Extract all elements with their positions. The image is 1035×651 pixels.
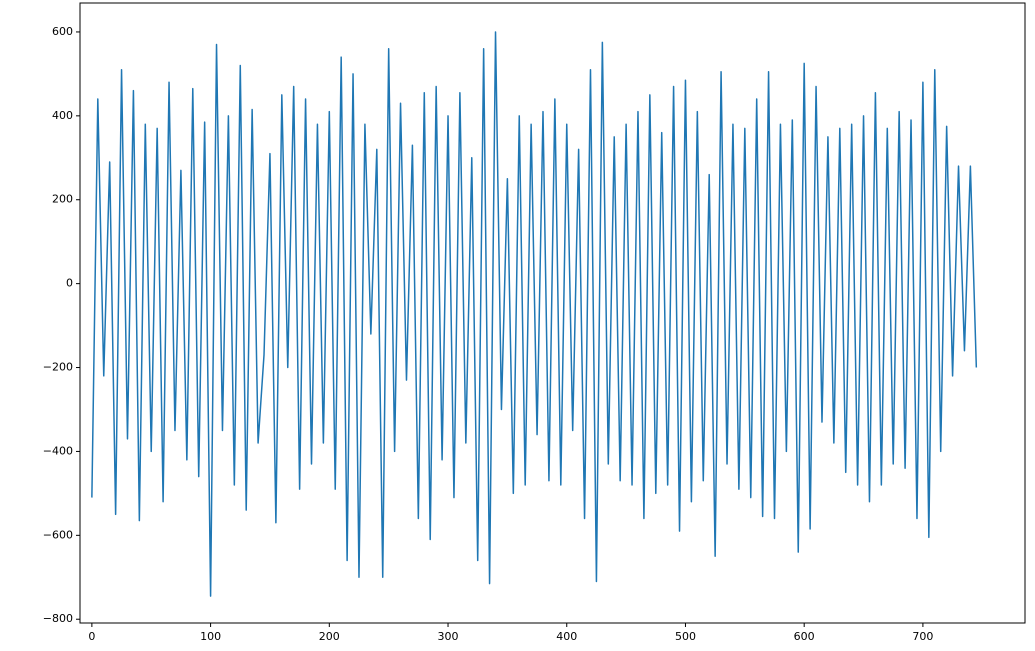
y-tick-label: 400 [52,109,73,122]
x-tick-label: 500 [675,630,696,643]
x-tick-label: 300 [438,630,459,643]
y-tick-label: −600 [43,528,73,541]
data-line [91,31,978,597]
plot-frame [79,2,1026,624]
x-tick-label: 200 [319,630,340,643]
x-tick-label: 400 [556,630,577,643]
x-tick-label: 700 [912,630,933,643]
y-tick-label: 0 [66,277,73,290]
y-tick-label: −800 [43,612,73,625]
x-tick-label: 0 [88,630,95,643]
y-tick-label: 200 [52,193,73,206]
y-tick-label: −200 [43,361,73,374]
x-tick-label: 600 [794,630,815,643]
y-tick-label: −400 [43,444,73,457]
x-tick-label: 100 [200,630,221,643]
y-tick-label: 600 [52,25,73,38]
